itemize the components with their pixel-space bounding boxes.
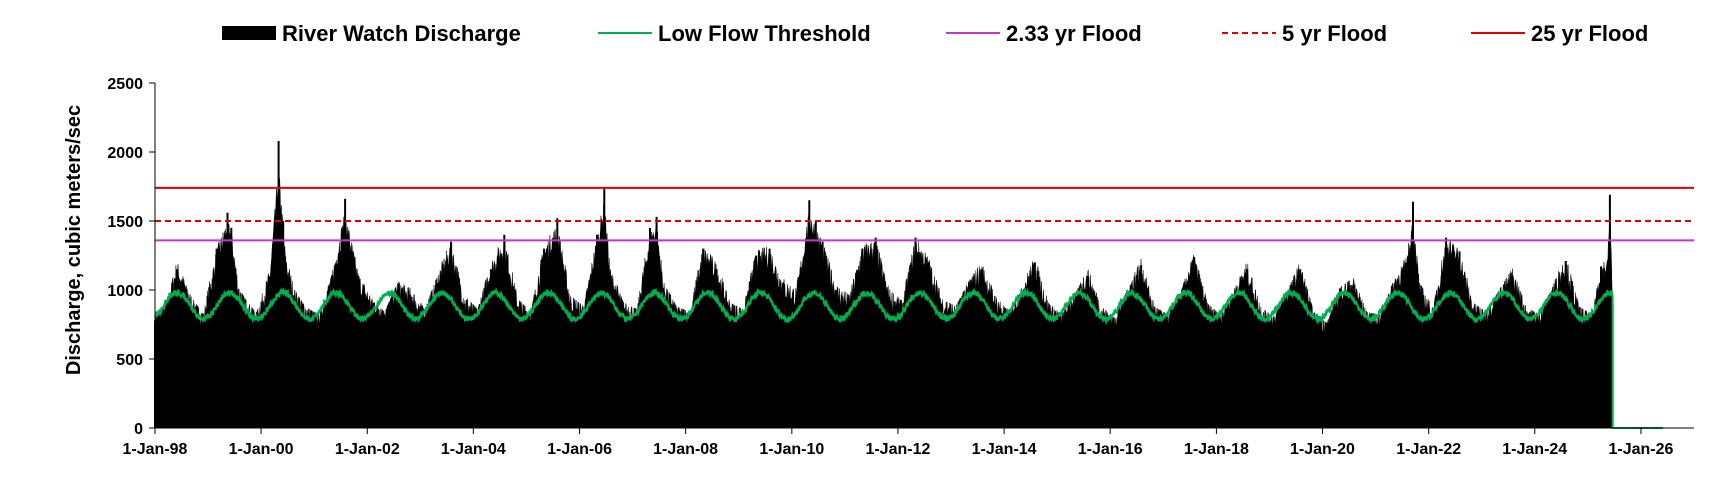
legend-item: 2.33 yr Flood xyxy=(946,21,1142,46)
x-tick-label: 1-Jan-10 xyxy=(759,441,824,458)
y-tick-label: 1500 xyxy=(107,214,143,231)
y-tick-label: 2500 xyxy=(107,76,143,93)
x-tick-label: 1-Jan-16 xyxy=(1078,441,1143,458)
x-tick-label: 1-Jan-18 xyxy=(1184,441,1249,458)
legend: River Watch Discharge Low Flow Threshold 2… xyxy=(222,21,1648,46)
x-tick-label: 1-Jan-04 xyxy=(441,441,506,458)
legend-item: Low Flow Threshold xyxy=(598,21,871,46)
x-tick-label: 1-Jan-02 xyxy=(335,441,400,458)
x-tick-label: 1-Jan-24 xyxy=(1502,441,1567,458)
y-tick-label: 2000 xyxy=(107,145,143,162)
y-tick-label: 500 xyxy=(116,352,143,369)
x-tick-label: 1-Jan-14 xyxy=(972,441,1037,458)
legend-label: Low Flow Threshold xyxy=(658,21,871,46)
x-tick-label: 1-Jan-08 xyxy=(653,441,718,458)
x-tick-label: 1-Jan-12 xyxy=(865,441,930,458)
y-tick-label: 0 xyxy=(134,421,143,438)
low-flow-threshold-line xyxy=(154,287,1663,429)
legend-label: 5 yr Flood xyxy=(1282,21,1387,46)
x-tick-label: 1-Jan-26 xyxy=(1609,441,1674,458)
x-tick-label: 1-Jan-06 xyxy=(547,441,612,458)
legend-label: 25 yr Flood xyxy=(1531,21,1648,46)
legend-label: River Watch Discharge xyxy=(282,21,521,46)
legend-label: 2.33 yr Flood xyxy=(1006,21,1142,46)
x-tick-label: 1-Jan-22 xyxy=(1396,441,1461,458)
y-axis-title: Discharge, cubic meters/sec xyxy=(63,105,85,375)
axes: 0 500 1000 1500 2000 2500 1-Jan-98 1-Jan-00 1-Ja… xyxy=(107,76,1694,458)
legend-item: River Watch Discharge xyxy=(222,21,521,46)
x-tick-label: 1-Jan-20 xyxy=(1290,441,1355,458)
y-tick-label: 1000 xyxy=(107,283,143,300)
x-tick-label: 1-Jan-00 xyxy=(229,441,294,458)
legend-swatch xyxy=(222,26,276,40)
x-tick-label: 1-Jan-98 xyxy=(123,441,188,458)
legend-item: 25 yr Flood xyxy=(1471,21,1648,46)
plot-area xyxy=(154,141,1694,429)
legend-item: 5 yr Flood xyxy=(1222,21,1387,46)
